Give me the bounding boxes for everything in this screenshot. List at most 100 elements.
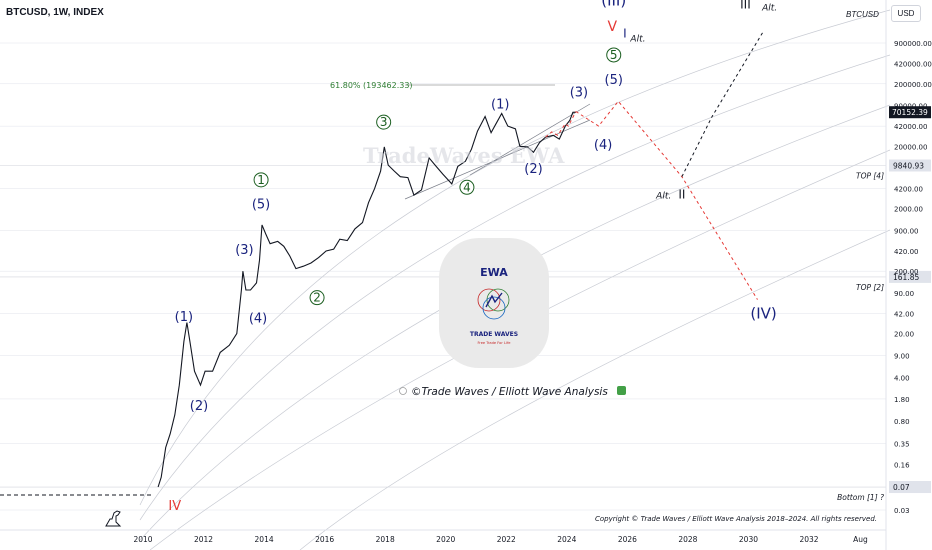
logo-background <box>439 238 549 368</box>
y-tick-label: 4.00 <box>894 374 910 382</box>
projection-path <box>681 30 765 177</box>
x-tick-label: 2010 <box>133 535 152 544</box>
x-tick-label: Aug <box>853 535 868 544</box>
logo-wave-icon <box>485 292 503 308</box>
channel-arc <box>139 104 891 541</box>
channel-line <box>469 103 591 176</box>
price-series-line <box>157 111 576 488</box>
wave-label: (3) <box>570 86 588 101</box>
wave-label: 3 <box>380 115 388 129</box>
ticker-tag: BTCUSD <box>846 10 879 19</box>
y-tick-label: 200000.00 <box>894 81 932 89</box>
wave-label: II <box>678 188 685 202</box>
x-tick-label: 2016 <box>315 535 334 544</box>
y-tick-label: 2000.00 <box>894 206 923 214</box>
logo-title: EWA <box>480 266 508 279</box>
y-tick-label: 90000.00 <box>894 102 927 110</box>
wave-label: (5) <box>252 198 270 213</box>
y-tick-label: 900.00 <box>894 227 919 235</box>
wave-label: Alt. <box>629 35 645 45</box>
wave-label: 5 <box>610 48 618 62</box>
wave-label: 2 <box>313 291 321 305</box>
x-tick-label: 2014 <box>255 535 274 544</box>
y-tick-label: 42.00 <box>894 311 914 319</box>
x-tick-label: 2022 <box>497 535 516 544</box>
analysis-title: ©Trade Waves / Elliott Wave Analysis <box>411 386 608 398</box>
current-price-box <box>889 106 931 119</box>
y-tick-label: 900000.00 <box>894 40 932 48</box>
y-tick-label: 0.16 <box>894 462 910 470</box>
price-label-box <box>889 481 931 494</box>
channel-arc <box>139 54 891 521</box>
wave-label: (1) <box>175 310 193 325</box>
y-tick-label: 0.03 <box>894 507 910 515</box>
logo-tagline: Free Trade For Life <box>478 341 512 345</box>
wave-label: III <box>740 0 751 12</box>
copyright-text: Copyright © Trade Waves / Elliott Wave A… <box>595 515 877 523</box>
x-tick-label: 2018 <box>376 535 395 544</box>
y-tick-label: 4200.00 <box>894 186 923 194</box>
logo-ring-blue <box>482 296 506 320</box>
wave-label: (2) <box>190 399 208 414</box>
ewa-logo: EWA TRADE WAVES Free Trade For Life <box>439 238 549 368</box>
projection-path <box>545 111 577 138</box>
wave-label: Alt. <box>761 3 777 13</box>
wave-label: (1) <box>491 98 509 113</box>
channel-arc <box>139 9 891 506</box>
currency-button[interactable]: USD <box>891 5 921 22</box>
wave-label: 4 <box>463 180 471 194</box>
x-tick-label: 2020 <box>436 535 455 544</box>
x-tick-label: 2030 <box>739 535 758 544</box>
x-tick-label: 2028 <box>678 535 697 544</box>
wave-circle <box>459 179 475 195</box>
y-tick-label: 0.35 <box>894 440 910 448</box>
x-tick-label: 2012 <box>194 535 213 544</box>
wave-label: (5) <box>605 73 623 88</box>
y-tick-label: 420000.00 <box>894 61 932 69</box>
wave-label: IV <box>168 499 181 514</box>
watermark: TradeWaves EWA <box>363 143 565 168</box>
y-tick-label: 0.80 <box>894 418 910 426</box>
y-tick-label: 200.00 <box>894 268 919 276</box>
current-price-label: 70152.39 <box>892 108 928 117</box>
wave-label: (III) <box>601 0 626 9</box>
wave-label: I <box>623 27 627 41</box>
level-label: TOP [2] <box>856 283 884 292</box>
price-label-box <box>889 159 931 172</box>
y-tick-label: 20.00 <box>894 331 914 339</box>
wave-label: (IV) <box>750 304 776 322</box>
logo-name: TRADE WAVES <box>470 331 518 338</box>
y-tick-label: 42000.00 <box>894 123 927 131</box>
wave-circle <box>309 290 325 306</box>
chart-increasing-icon <box>617 386 626 395</box>
wave-label: (3) <box>235 243 253 258</box>
wave-circle <box>253 172 269 188</box>
price-label-box <box>889 270 931 283</box>
level-label: Bottom [1] ? <box>837 493 884 502</box>
y-tick-label: 90.00 <box>894 290 914 298</box>
dinosaur-icon <box>105 510 122 527</box>
fib-label: 61.80% (193462.33) <box>330 81 413 90</box>
symbol-title[interactable]: BTCUSD, 1W, INDEX <box>6 7 104 18</box>
channel-line <box>404 119 591 200</box>
price-label: 161.85 <box>893 273 919 282</box>
y-tick-label: 420.00 <box>894 248 919 256</box>
y-tick-label: 9.00 <box>894 352 910 360</box>
y-tick-label: 1.80 <box>894 396 910 404</box>
wave-label: V <box>607 19 617 35</box>
x-tick-label: 2026 <box>618 535 637 544</box>
wave-label: 1 <box>257 173 265 187</box>
level-label: TOP [4] <box>856 171 884 180</box>
wave-label: (4) <box>249 312 267 327</box>
projection-path <box>575 100 758 300</box>
price-label: 9840.93 <box>893 161 924 170</box>
x-tick-label: 2024 <box>557 535 576 544</box>
channel-arc <box>299 229 891 550</box>
wave-circle <box>376 114 392 130</box>
gear-icon <box>399 387 407 395</box>
x-tick-label: 2032 <box>799 535 818 544</box>
wave-circle <box>606 47 622 63</box>
logo-ring-red <box>477 288 501 312</box>
